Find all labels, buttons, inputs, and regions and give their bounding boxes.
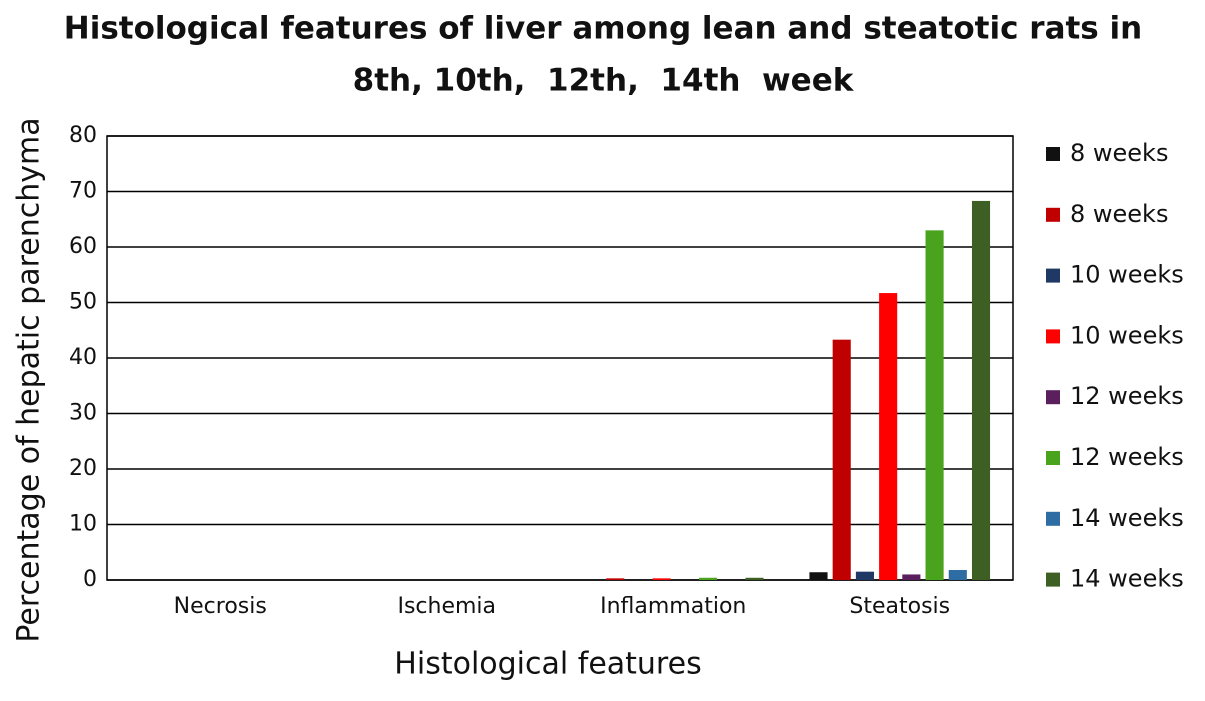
legend-label: 14 weeks xyxy=(1070,565,1184,593)
legend-label: 10 weeks xyxy=(1070,261,1184,289)
y-tick-label: 50 xyxy=(69,290,97,315)
bar xyxy=(699,577,718,580)
y-tick-label: 40 xyxy=(69,345,97,370)
legend-swatch xyxy=(1046,451,1060,465)
y-tick-label: 60 xyxy=(69,234,97,259)
bar xyxy=(948,570,967,580)
legend-swatch xyxy=(1046,268,1060,283)
y-tick-label: 20 xyxy=(69,456,97,481)
x-tick-label: Inflammation xyxy=(600,594,746,619)
x-tick-label: Ischemia xyxy=(397,594,496,619)
chart-title: Histological features of liver among lea… xyxy=(64,11,1143,47)
y-tick-label: 30 xyxy=(69,401,97,426)
x-axis-label: Histological features xyxy=(394,647,701,682)
legend-swatch xyxy=(1046,511,1060,526)
legend-swatch xyxy=(1046,147,1060,161)
legend-swatch xyxy=(1046,572,1060,587)
legend-label: 10 weeks xyxy=(1070,321,1184,349)
bar xyxy=(832,339,851,580)
bar xyxy=(745,577,764,580)
bar xyxy=(809,572,828,580)
plot-border xyxy=(106,135,1014,581)
x-tick-label: Steatosis xyxy=(849,594,950,619)
legend-swatch xyxy=(1046,390,1060,405)
legend-label: 8 weeks xyxy=(1070,139,1168,167)
bar xyxy=(855,571,874,580)
legend-label: 12 weeks xyxy=(1070,382,1184,410)
legend-label: 14 weeks xyxy=(1070,504,1184,532)
bar xyxy=(606,578,625,580)
x-tick-label: Necrosis xyxy=(174,594,267,619)
y-tick-label: 0 xyxy=(83,567,97,592)
chart-title: 8th, 10th, 12th, 14th week xyxy=(353,63,855,99)
bar xyxy=(902,574,921,580)
y-tick-label: 70 xyxy=(69,179,97,204)
bar xyxy=(879,293,898,580)
y-axis-label: Percentage of hepatic parenchyma xyxy=(12,117,47,642)
legend-label: 8 weeks xyxy=(1070,200,1168,228)
y-tick-label: 80 xyxy=(69,123,97,148)
legend-swatch xyxy=(1046,207,1060,222)
y-tick-label: 10 xyxy=(69,512,97,537)
bar xyxy=(925,230,944,580)
bar xyxy=(971,200,991,580)
bar xyxy=(652,578,671,580)
legend-swatch xyxy=(1046,329,1060,344)
legend-label: 12 weeks xyxy=(1070,443,1184,471)
